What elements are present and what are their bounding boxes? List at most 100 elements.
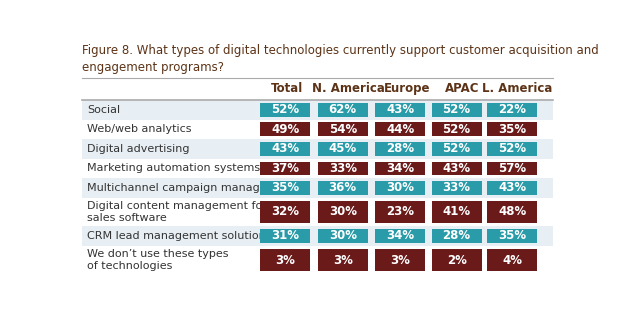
Text: Figure 8. What types of digital technologies currently support customer acquisit: Figure 8. What types of digital technolo…: [82, 44, 599, 74]
Bar: [260, 229, 310, 243]
Bar: [487, 162, 538, 175]
Bar: [376, 201, 425, 223]
Bar: [376, 229, 425, 243]
Bar: [487, 229, 538, 243]
Text: 4%: 4%: [502, 253, 523, 267]
Text: 43%: 43%: [271, 142, 299, 155]
Text: 3%: 3%: [333, 253, 353, 267]
Text: 48%: 48%: [498, 205, 526, 218]
Text: 28%: 28%: [386, 142, 414, 155]
Bar: [317, 122, 368, 136]
Text: 52%: 52%: [498, 142, 526, 155]
Bar: [432, 122, 482, 136]
Bar: [317, 229, 368, 243]
Bar: [432, 229, 482, 243]
Bar: [317, 181, 368, 195]
Bar: [82, 246, 553, 274]
Bar: [82, 198, 553, 226]
Bar: [317, 142, 368, 156]
Text: 35%: 35%: [498, 230, 526, 243]
Bar: [82, 100, 553, 120]
Text: Total: Total: [270, 82, 303, 95]
Text: 45%: 45%: [329, 142, 357, 155]
Text: 34%: 34%: [386, 230, 414, 243]
Bar: [82, 178, 553, 198]
Bar: [82, 159, 553, 178]
Text: Multichannel campaign management: Multichannel campaign management: [87, 183, 296, 193]
Text: 31%: 31%: [271, 230, 299, 243]
Text: 62%: 62%: [329, 104, 356, 116]
Bar: [487, 201, 538, 223]
Text: 41%: 41%: [443, 205, 471, 218]
Bar: [260, 249, 310, 271]
Text: 33%: 33%: [443, 181, 471, 194]
Text: 36%: 36%: [329, 181, 356, 194]
Bar: [432, 142, 482, 156]
Text: 49%: 49%: [271, 123, 299, 136]
Bar: [82, 139, 553, 159]
Bar: [260, 181, 310, 195]
Bar: [82, 226, 553, 246]
Text: 43%: 43%: [386, 104, 414, 116]
Bar: [487, 181, 538, 195]
Text: 30%: 30%: [329, 205, 356, 218]
Bar: [317, 201, 368, 223]
Bar: [487, 103, 538, 117]
Text: 52%: 52%: [443, 123, 471, 136]
Bar: [376, 181, 425, 195]
Bar: [317, 162, 368, 175]
Text: 3%: 3%: [391, 253, 410, 267]
Bar: [376, 122, 425, 136]
Text: N. America: N. America: [312, 82, 384, 95]
Text: L. America: L. America: [482, 82, 552, 95]
Text: 35%: 35%: [498, 123, 526, 136]
Bar: [432, 249, 482, 271]
Bar: [487, 249, 538, 271]
Text: 28%: 28%: [443, 230, 471, 243]
Bar: [82, 120, 553, 139]
Text: 37%: 37%: [271, 162, 299, 175]
Bar: [487, 142, 538, 156]
Bar: [432, 162, 482, 175]
Bar: [260, 162, 310, 175]
Text: 30%: 30%: [386, 181, 414, 194]
Text: 52%: 52%: [443, 142, 471, 155]
Text: 23%: 23%: [386, 205, 414, 218]
Text: Social: Social: [87, 105, 120, 115]
Text: Marketing automation systems: Marketing automation systems: [87, 163, 260, 173]
Text: 3%: 3%: [275, 253, 295, 267]
Text: 44%: 44%: [386, 123, 415, 136]
Text: Europe: Europe: [383, 82, 430, 95]
Text: 34%: 34%: [386, 162, 414, 175]
Text: 57%: 57%: [498, 162, 526, 175]
Bar: [317, 103, 368, 117]
Bar: [260, 103, 310, 117]
Text: 35%: 35%: [271, 181, 299, 194]
Bar: [260, 122, 310, 136]
Bar: [376, 162, 425, 175]
Text: Digital content management for
sales software: Digital content management for sales sof…: [87, 201, 267, 223]
Text: 43%: 43%: [498, 181, 526, 194]
Bar: [432, 201, 482, 223]
Bar: [317, 249, 368, 271]
Text: 43%: 43%: [443, 162, 471, 175]
Bar: [260, 201, 310, 223]
Bar: [376, 142, 425, 156]
Text: 52%: 52%: [443, 104, 471, 116]
Text: Web/web analytics: Web/web analytics: [87, 125, 192, 134]
Text: 30%: 30%: [329, 230, 356, 243]
Bar: [376, 249, 425, 271]
Bar: [376, 103, 425, 117]
Bar: [432, 103, 482, 117]
Bar: [432, 181, 482, 195]
Text: 33%: 33%: [329, 162, 356, 175]
Text: We don’t use these types
of technologies: We don’t use these types of technologies: [87, 249, 229, 271]
Text: 32%: 32%: [271, 205, 299, 218]
Text: Digital advertising: Digital advertising: [87, 144, 190, 154]
Bar: [260, 142, 310, 156]
Text: CRM lead management solutions: CRM lead management solutions: [87, 231, 272, 241]
Bar: [487, 122, 538, 136]
Text: APAC: APAC: [445, 82, 479, 95]
Text: 2%: 2%: [446, 253, 467, 267]
Text: 54%: 54%: [329, 123, 357, 136]
